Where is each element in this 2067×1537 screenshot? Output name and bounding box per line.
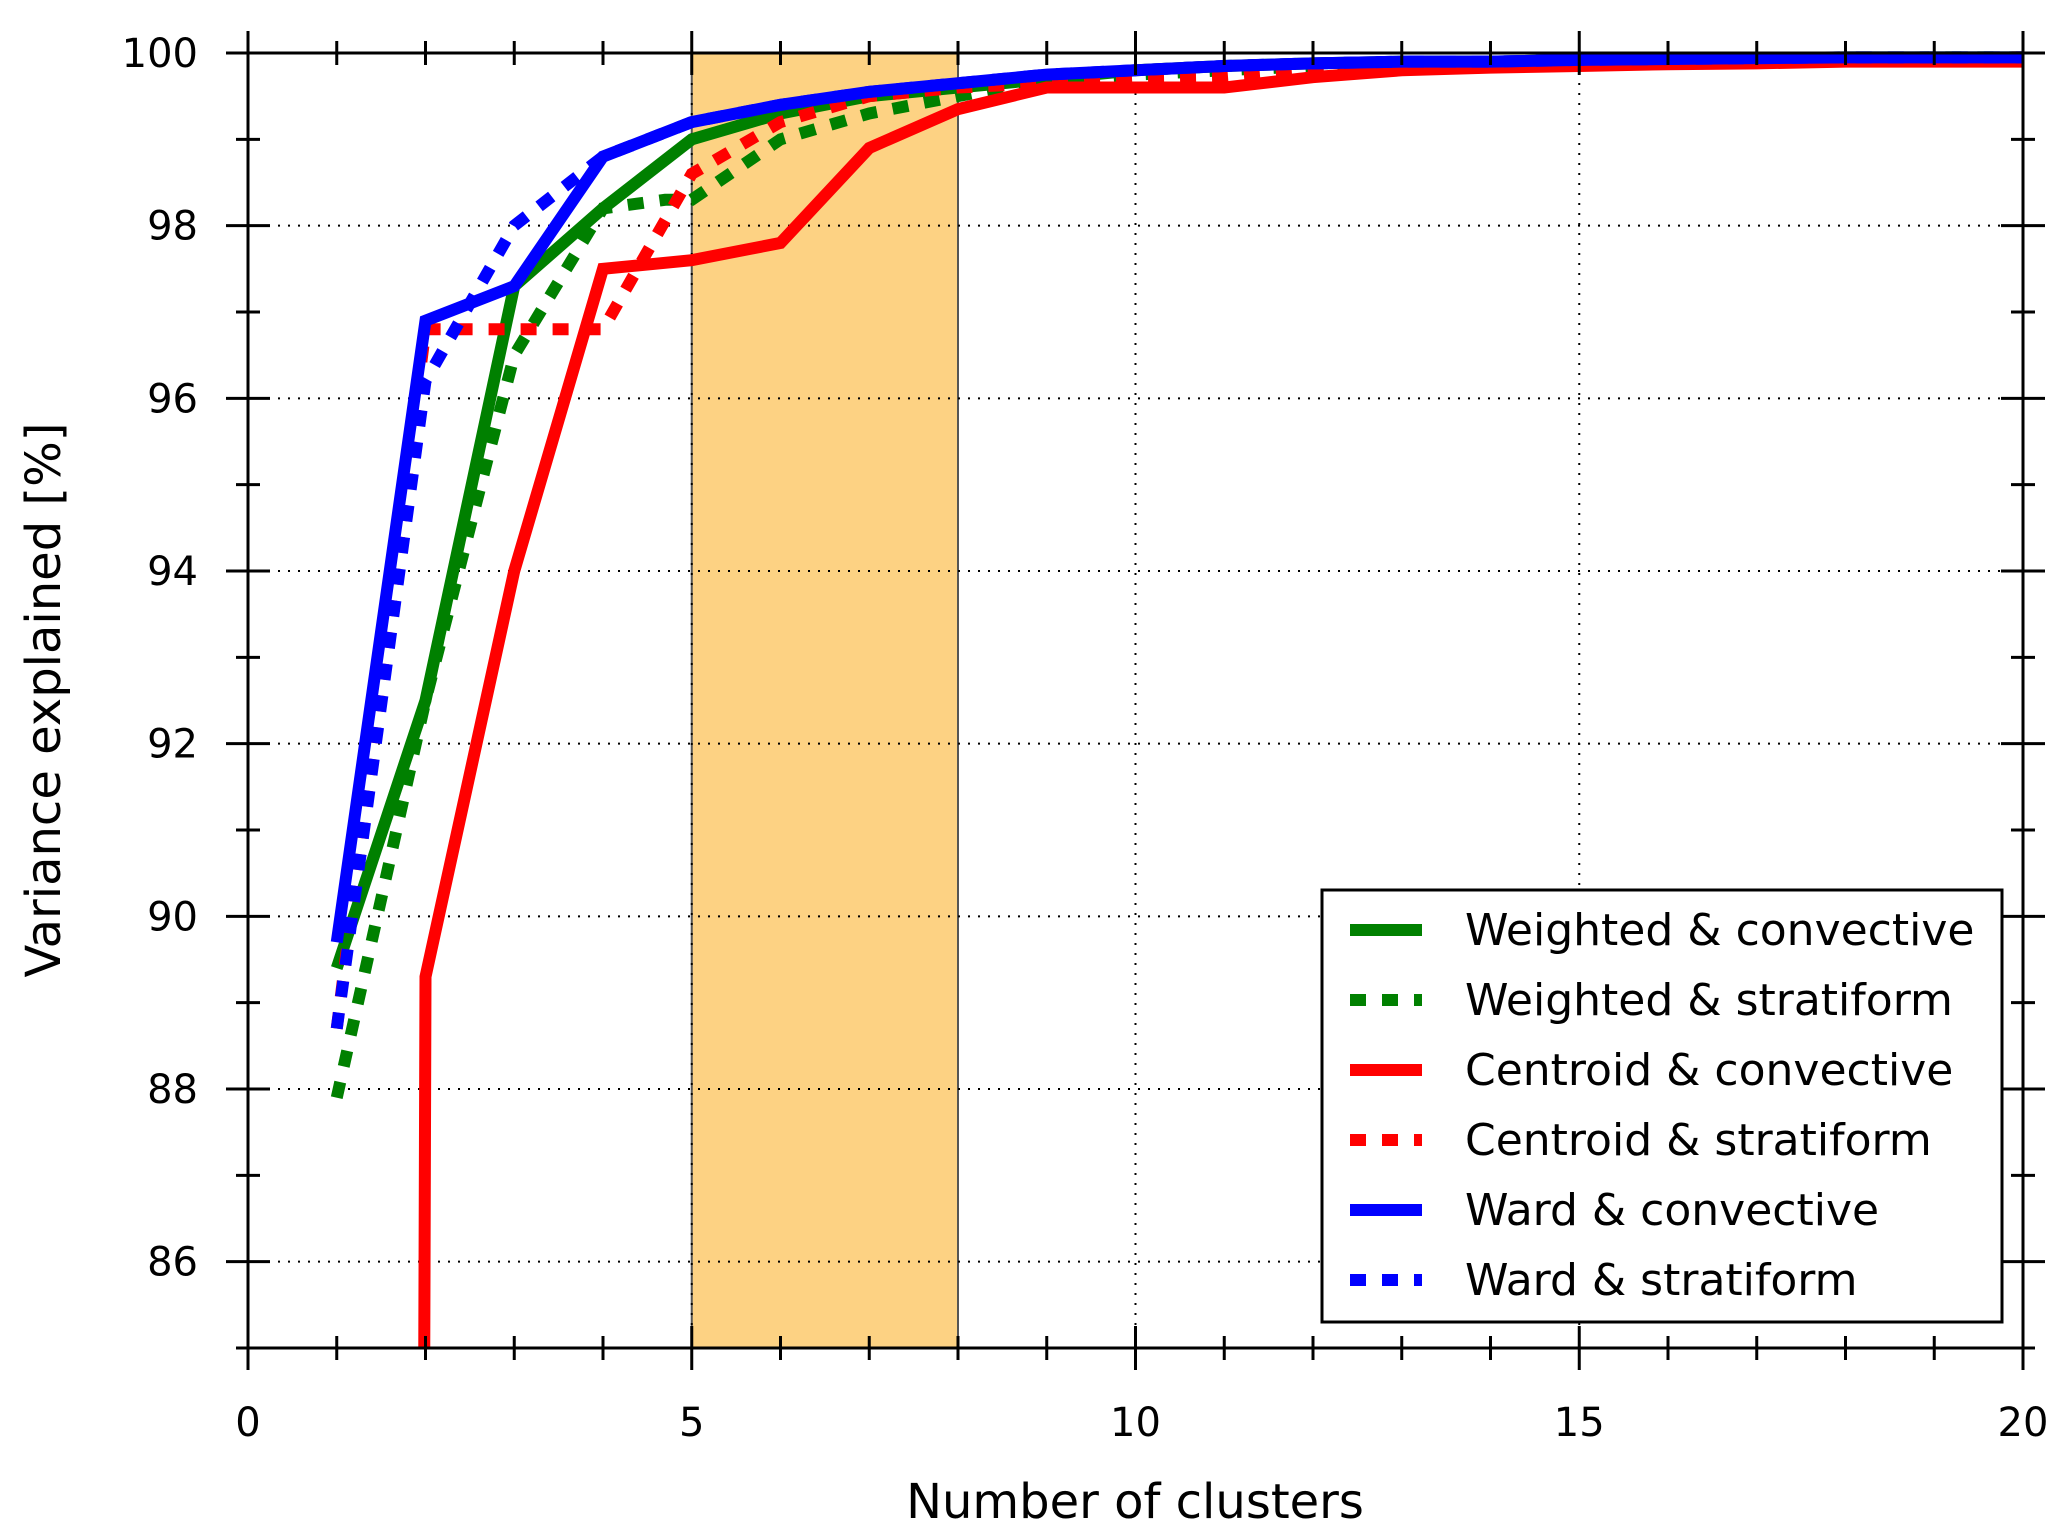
legend: Weighted & convective Weighted & stratifo… <box>1320 888 2004 1324</box>
series-line-4 <box>330 51 2023 944</box>
x-axis-label: Number of clusters <box>906 1474 1364 1530</box>
legend-label-3: Centroid & stratiform <box>1465 1115 1932 1166</box>
y-tick-label: 94 <box>147 549 198 595</box>
legend-label-1: Weighted & stratiform <box>1465 975 1953 1026</box>
x-tick-label: 10 <box>1110 1400 1161 1446</box>
legend-label-0: Weighted & convective <box>1465 905 1974 956</box>
legend-label-5: Ward & stratiform <box>1465 1255 1857 1306</box>
y-tick-label: 92 <box>147 722 198 768</box>
x-tick-label: 5 <box>679 1400 704 1446</box>
highlight-span <box>690 52 959 1349</box>
y-tick-label: 86 <box>147 1240 198 1286</box>
y-tick-label: 98 <box>147 204 198 250</box>
x-tick-label: 20 <box>1998 1400 2049 1446</box>
y-tick-label: 100 <box>122 31 198 77</box>
series-line-5 <box>330 51 2023 1030</box>
y-tick-label: 88 <box>147 1067 198 1113</box>
x-tick-label: 15 <box>1554 1400 1605 1446</box>
legend-label-4: Ward & convective <box>1465 1185 1879 1236</box>
series-line-3 <box>330 51 2024 1030</box>
y-tick-label: 96 <box>147 376 198 422</box>
x-tick-label: 0 <box>235 1400 260 1446</box>
legend-label-2: Centroid & convective <box>1465 1045 1953 1096</box>
series-line-0 <box>331 51 2023 971</box>
y-axis-label: Variance explained [%] <box>16 423 72 978</box>
legend-box <box>1320 888 2004 1324</box>
y-tick-label: 90 <box>147 894 198 940</box>
